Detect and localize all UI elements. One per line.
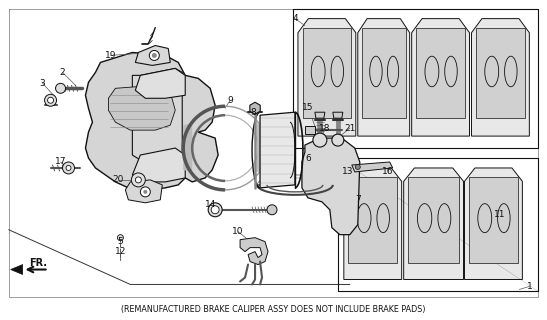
Text: 20: 20 [113,175,124,184]
Polygon shape [464,168,522,279]
Text: 9: 9 [227,96,233,105]
Polygon shape [108,85,175,130]
Polygon shape [476,28,525,118]
Polygon shape [469,177,518,263]
Circle shape [66,165,71,171]
Circle shape [149,51,159,60]
Text: (REMANUFACTURED BRAKE CALIPER ASSY DOES NOT INCLUDE BRAKE PADS): (REMANUFACTURED BRAKE CALIPER ASSY DOES … [121,305,425,314]
Circle shape [313,133,327,147]
Circle shape [143,190,147,194]
Text: 11: 11 [494,210,505,219]
Text: 15: 15 [302,103,313,112]
Circle shape [48,97,54,103]
Polygon shape [315,112,325,118]
Polygon shape [416,28,465,118]
Circle shape [332,134,344,146]
Text: 1: 1 [526,282,532,291]
Polygon shape [348,177,397,263]
Polygon shape [412,19,469,136]
Text: 14: 14 [205,200,216,209]
Polygon shape [302,138,360,235]
Text: 2: 2 [60,68,65,77]
Text: 3: 3 [40,79,45,88]
Text: 10: 10 [232,227,244,236]
Polygon shape [305,126,315,134]
Circle shape [131,173,146,187]
Polygon shape [85,52,218,190]
Text: 21: 21 [344,124,356,132]
Circle shape [208,203,222,217]
Polygon shape [352,162,393,172]
Polygon shape [302,28,351,118]
Text: 6: 6 [305,154,311,163]
Text: 5: 5 [118,237,123,246]
Polygon shape [358,19,410,136]
Text: 7: 7 [355,195,360,204]
Polygon shape [125,180,162,203]
Polygon shape [135,68,185,98]
Text: FR.: FR. [30,258,48,268]
Text: 12: 12 [115,247,126,256]
Polygon shape [11,265,22,275]
Text: 17: 17 [55,157,66,166]
Polygon shape [135,45,170,65]
Polygon shape [344,168,401,279]
Text: 19: 19 [104,51,116,60]
Circle shape [56,83,66,93]
Circle shape [152,53,157,58]
Text: 16: 16 [382,167,393,176]
Polygon shape [298,19,356,136]
Polygon shape [409,177,459,263]
Polygon shape [362,28,405,118]
Circle shape [62,162,74,174]
Circle shape [267,205,277,215]
Text: 4: 4 [292,14,298,23]
Circle shape [211,206,219,214]
Polygon shape [240,238,268,265]
Polygon shape [132,148,185,182]
Polygon shape [250,102,260,114]
Polygon shape [257,123,267,172]
Polygon shape [404,168,463,279]
Circle shape [118,235,124,241]
Text: 8: 8 [250,108,256,117]
Text: 18: 18 [319,124,330,132]
Circle shape [356,164,360,170]
Polygon shape [132,68,182,160]
Polygon shape [260,112,295,188]
Circle shape [135,177,141,183]
Circle shape [141,187,150,197]
Text: 13: 13 [342,167,353,176]
Polygon shape [333,112,343,118]
Polygon shape [472,19,529,136]
Polygon shape [183,123,192,172]
Circle shape [45,94,56,106]
